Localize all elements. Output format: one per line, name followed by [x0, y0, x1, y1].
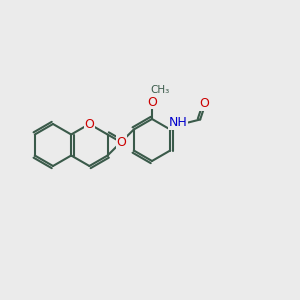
- Text: O: O: [117, 136, 127, 149]
- Text: CH₃: CH₃: [150, 85, 170, 95]
- Text: O: O: [199, 97, 209, 110]
- Text: O: O: [84, 118, 94, 130]
- Text: NH: NH: [169, 116, 188, 129]
- Text: O: O: [147, 96, 157, 109]
